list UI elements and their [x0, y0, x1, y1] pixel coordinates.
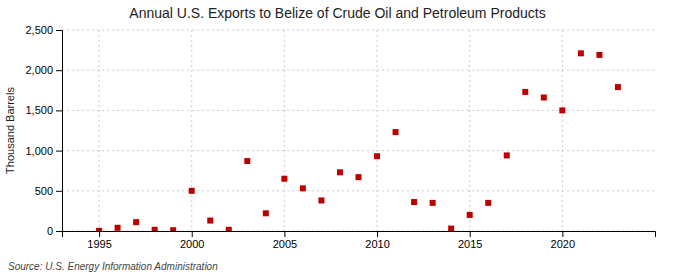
- x-axis: 1995 2000 2005 2010 2015 2020: [63, 231, 656, 250]
- tick-label: 1995: [87, 238, 111, 250]
- point: [504, 152, 510, 158]
- axis-line: [56, 31, 63, 232]
- point: [115, 225, 121, 231]
- annotation: Source: U.S. Energy Information Administ…: [8, 261, 218, 272]
- tick-mark: [56, 30, 62, 31]
- grid: [62, 30, 655, 231]
- grid-line: [99, 30, 100, 231]
- point: [226, 227, 232, 231]
- tick: 2020: [551, 231, 575, 250]
- tick: 500: [35, 185, 62, 197]
- tick-label: 2005: [273, 238, 297, 250]
- tick-label: 1,500: [25, 104, 53, 116]
- point: [318, 197, 324, 203]
- point: [263, 210, 269, 216]
- y-axis-label: Thousand Barrels: [4, 87, 16, 174]
- tick-label: 1,000: [25, 145, 53, 157]
- axis-line: [63, 232, 656, 238]
- point: [337, 169, 343, 175]
- point: [411, 199, 417, 205]
- point: [578, 50, 584, 56]
- point: [281, 176, 287, 182]
- point: [189, 188, 195, 194]
- grid-line: [62, 150, 655, 151]
- grid-line: [191, 30, 192, 231]
- tick-mark: [56, 231, 62, 232]
- point: [448, 226, 454, 231]
- tick-label: 2,000: [25, 64, 53, 76]
- tick-mark: [192, 231, 193, 237]
- point: [596, 52, 602, 58]
- tick: 2,500: [25, 24, 62, 36]
- tick-label: 2000: [180, 238, 204, 250]
- tick: 2010: [365, 231, 389, 250]
- point: [522, 89, 528, 95]
- tick-mark: [56, 110, 62, 111]
- tick: 2005: [273, 231, 297, 250]
- tick-label: 500: [35, 185, 53, 197]
- tick: 2000: [180, 231, 204, 250]
- tick-label: 0: [47, 225, 53, 237]
- chart: 1995 2000 2005 2010 2015 2020 0 500 1,000 1,500 2,…: [0, 0, 675, 275]
- tick-mark: [562, 231, 563, 237]
- grid-line: [62, 70, 655, 71]
- grid-line: [562, 30, 563, 231]
- point: [133, 219, 139, 225]
- tick: 2015: [458, 231, 482, 250]
- point: [393, 129, 399, 135]
- point: [300, 185, 306, 191]
- tick-label: 2015: [458, 238, 482, 250]
- point: [541, 95, 547, 101]
- grid-line: [377, 30, 378, 231]
- tick: 2,000: [25, 64, 62, 76]
- points: [96, 50, 621, 231]
- point: [615, 84, 621, 90]
- point: [374, 153, 380, 159]
- tick-mark: [377, 231, 378, 237]
- tick-mark: [56, 191, 62, 192]
- point: [356, 174, 362, 180]
- tick-mark: [470, 231, 471, 237]
- tick-mark: [284, 231, 285, 237]
- point: [485, 200, 491, 206]
- title: Annual U.S. Exports to Belize of Crude O…: [129, 5, 545, 21]
- point: [96, 228, 102, 231]
- grid-line: [62, 190, 655, 191]
- tick-label: 2010: [365, 238, 389, 250]
- tick-mark: [56, 151, 62, 152]
- point: [152, 227, 158, 231]
- tick: 0: [47, 225, 62, 237]
- plot-area: 1995 2000 2005 2010 2015 2020 0 500 1,000 1,500 2,…: [25, 24, 655, 250]
- grid-line: [62, 110, 655, 111]
- tick: 1995: [87, 231, 111, 250]
- tick-label: 2020: [551, 238, 575, 250]
- tick: 1,500: [25, 104, 62, 116]
- point: [467, 212, 473, 218]
- grid-line: [284, 30, 285, 231]
- tick: 1,000: [25, 145, 62, 157]
- point: [559, 107, 565, 113]
- point: [207, 218, 213, 224]
- point: [430, 200, 436, 206]
- point: [244, 158, 250, 164]
- point: [170, 227, 176, 231]
- grid-line: [62, 30, 655, 31]
- y-axis: 0 500 1,000 1,500 2,000 2,500: [25, 24, 62, 237]
- tick-mark: [56, 70, 62, 71]
- grid-line: [469, 30, 470, 231]
- tick-label: 2,500: [25, 24, 53, 36]
- tick-mark: [99, 231, 100, 237]
